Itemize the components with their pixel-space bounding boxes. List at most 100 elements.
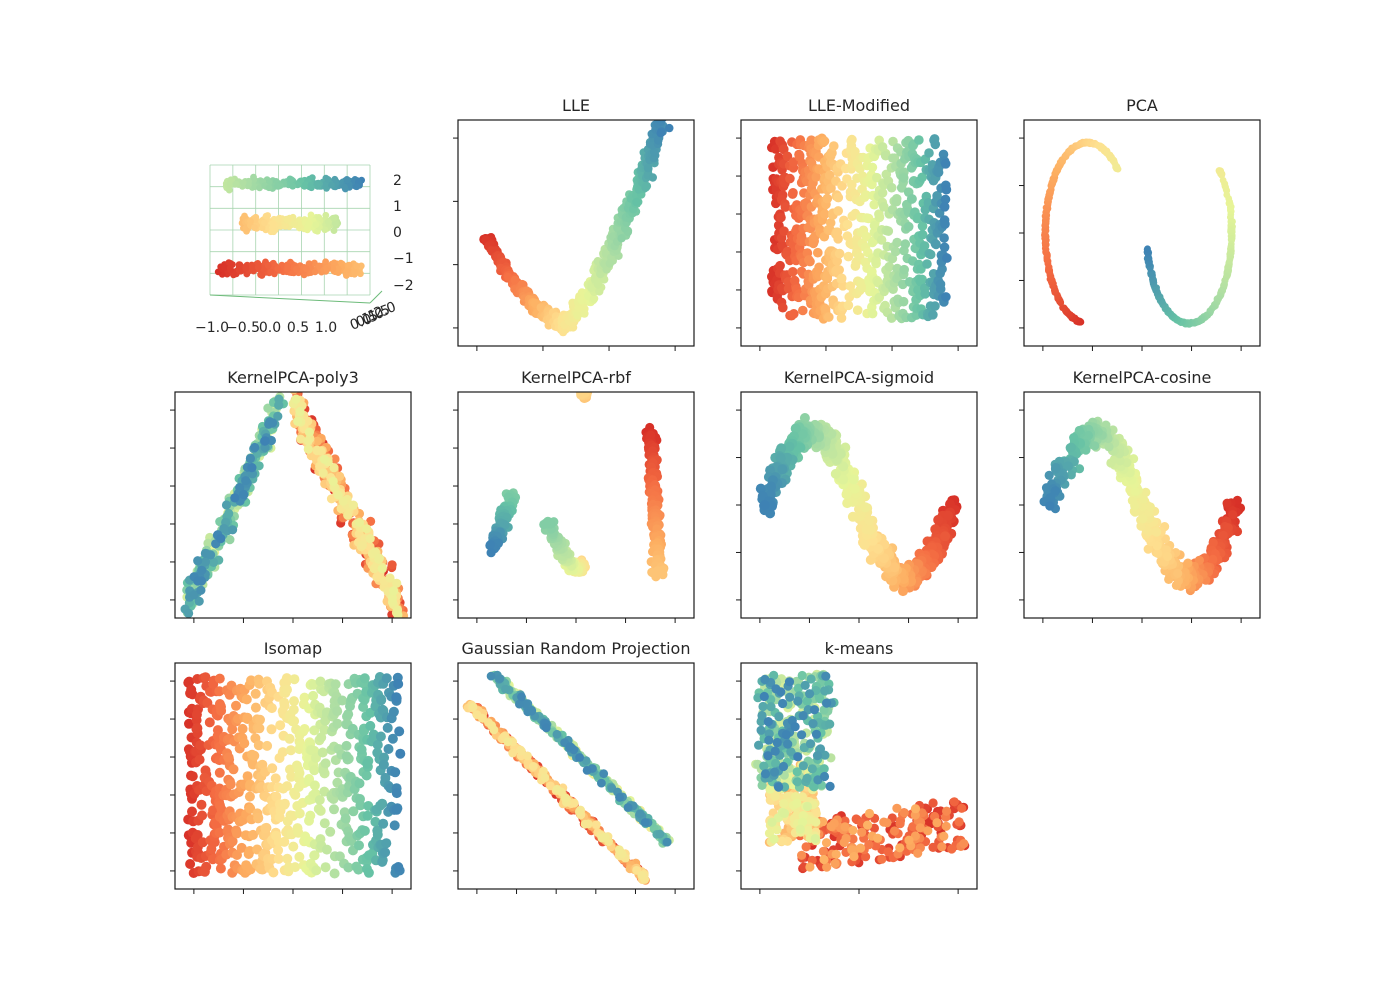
scatter-point <box>939 202 950 212</box>
scatter-point <box>617 234 626 243</box>
scatter-point <box>1218 530 1228 541</box>
scatter-point <box>842 498 853 509</box>
scatter-point <box>372 572 382 582</box>
scatter-point <box>219 523 229 534</box>
scatter-point <box>189 590 199 600</box>
scatter-point <box>203 538 213 548</box>
scatter-point <box>273 411 283 421</box>
scatter-point <box>335 471 345 481</box>
scatter-point <box>939 233 949 243</box>
scatter-point <box>841 489 852 500</box>
scatter-point <box>898 586 908 597</box>
scatter-point <box>879 553 889 564</box>
scatter-point <box>1090 441 1100 451</box>
scatter-point <box>933 167 944 178</box>
scatter-point <box>1145 502 1155 512</box>
scatter-point <box>867 308 878 319</box>
subplot-5: KernelPCA-rbf <box>453 368 695 623</box>
scatter-point <box>1147 270 1155 278</box>
scatter-point <box>819 136 830 146</box>
scatter-point <box>656 103 664 111</box>
scatter-point <box>785 173 795 184</box>
scatter-point <box>784 441 795 452</box>
scatter-point <box>789 309 799 319</box>
scatter-point <box>333 490 343 500</box>
scatter-point <box>782 151 793 162</box>
scatter-point <box>917 221 928 231</box>
scatter-point <box>650 148 659 157</box>
scatter-point <box>209 557 219 568</box>
axes-frame <box>740 119 978 347</box>
scatter-point <box>239 489 249 500</box>
subplot-title: PCA <box>1126 96 1158 115</box>
scatter-point <box>797 429 808 440</box>
scatter-point <box>824 312 834 322</box>
scatter-points <box>1039 416 1246 596</box>
scatter-point <box>928 310 938 320</box>
scatter-point <box>1051 463 1061 473</box>
scatter-point <box>1222 498 1232 508</box>
scatter-point <box>328 476 338 486</box>
scatter-point <box>1153 548 1163 558</box>
scatter-point <box>1228 510 1238 520</box>
scatter-point <box>485 540 495 550</box>
scatter-point <box>879 202 889 212</box>
scatter-point <box>1127 496 1137 506</box>
subplot-8: Isomap <box>170 639 412 894</box>
scatter-point <box>842 219 853 230</box>
scatter-point <box>274 400 284 410</box>
scatter-point <box>874 209 884 219</box>
scatter-point <box>241 476 251 486</box>
scatter-point <box>194 596 204 606</box>
scatter-point <box>1164 574 1174 585</box>
scatter-point <box>806 135 817 145</box>
scatter-point <box>892 237 902 248</box>
scatter-point <box>312 436 322 446</box>
scatter-point <box>847 511 858 522</box>
scatter-point <box>200 557 211 567</box>
scatter-point <box>930 139 941 150</box>
scatter-point <box>850 146 860 157</box>
scatter-point <box>907 194 917 204</box>
scatter-point <box>891 196 902 207</box>
scatter-point <box>193 556 203 566</box>
scatter-point <box>861 524 872 535</box>
scatter-point <box>291 394 301 404</box>
scatter-point <box>1074 464 1085 474</box>
scatter-point <box>871 255 881 266</box>
scatter-point <box>655 109 663 117</box>
scatter-points <box>755 413 962 597</box>
scatter-point <box>776 212 786 223</box>
scatter-point <box>869 199 879 210</box>
scatter-point <box>1063 461 1073 471</box>
scatter-point <box>1173 568 1183 579</box>
scatter-point <box>869 220 880 231</box>
scatter-point <box>369 564 379 574</box>
scatter-point <box>820 304 831 314</box>
scatter-point <box>837 181 847 191</box>
scatter-point <box>941 184 952 195</box>
scatter-point <box>365 534 375 544</box>
scatter-point <box>1050 486 1061 496</box>
subplot-1: LLE <box>453 96 695 351</box>
scatter-point <box>824 170 835 180</box>
scatter-point <box>224 508 234 519</box>
scatter-point <box>778 302 788 313</box>
scatter-point <box>833 192 844 203</box>
scatter-point <box>935 279 946 290</box>
scatter-point <box>838 474 849 485</box>
subplot-title: KernelPCA-rbf <box>521 368 631 387</box>
scatter-point <box>780 202 791 212</box>
scatter-point <box>867 162 878 173</box>
scatter-point <box>263 403 273 413</box>
scatter-point <box>799 413 810 423</box>
scatter-point <box>196 585 206 595</box>
scatter-point <box>247 463 257 473</box>
scatter-point <box>656 129 665 138</box>
scatter-points <box>479 103 674 337</box>
scatter-point <box>864 515 875 526</box>
scatter-point <box>776 443 787 454</box>
scatter-point <box>903 221 914 232</box>
scatter-point <box>510 275 520 285</box>
